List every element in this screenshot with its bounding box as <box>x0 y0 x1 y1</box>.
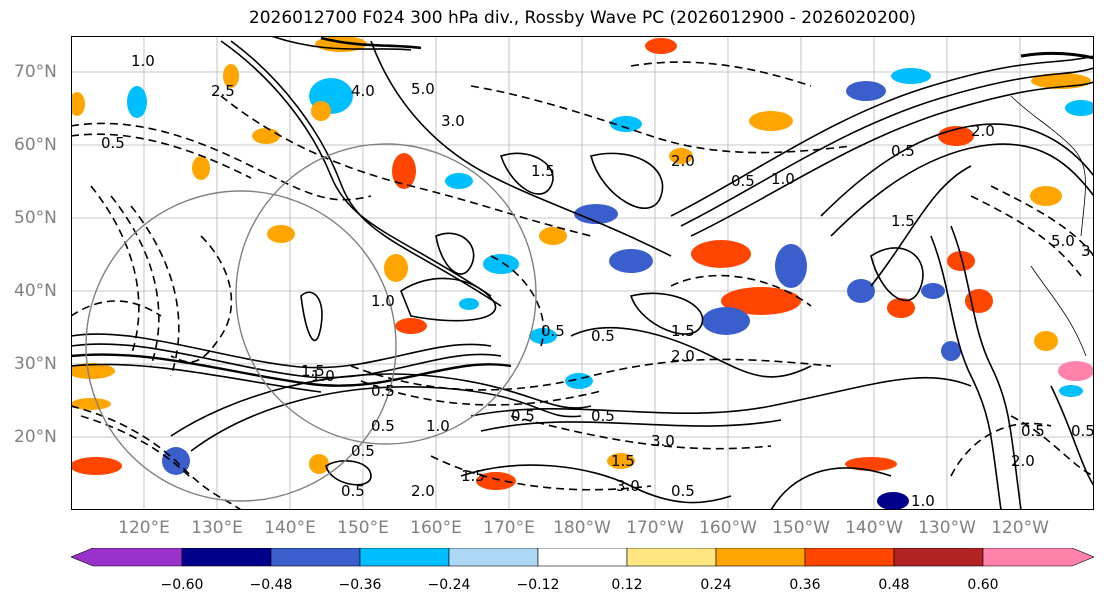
contour-label: 1.0 <box>131 52 155 70</box>
longitude-label: 150°E <box>337 518 389 538</box>
contour-label: 2.5 <box>211 82 235 100</box>
colorbar-tick-label: −0.24 <box>427 577 471 593</box>
contour-label: 3.0 <box>1081 242 1094 260</box>
coastline <box>1010 95 1087 357</box>
map-panel: 1.0 2.5 4.0 5.0 0.5 3.0 1.5 2.0 0.5 1.0 0.5 1.5 2.0 5… <box>71 36 1094 510</box>
colorbar-segment <box>982 548 1094 567</box>
contour-label: 0.5 <box>371 382 395 400</box>
contour-label: 5.0 <box>1051 232 1075 250</box>
colorbar-tick-label: 0.24 <box>700 577 732 593</box>
contour-label: 0.5 <box>351 442 375 460</box>
colorbar-segment <box>715 548 806 567</box>
colorbar-segment <box>893 548 984 567</box>
colorbar-segment <box>537 548 628 567</box>
latitude-label: 50°N <box>14 208 57 228</box>
contour-label: 3.0 <box>441 112 465 130</box>
contour-label: 1.0 <box>911 492 935 510</box>
latitude-label: 30°N <box>14 354 57 374</box>
map-border <box>71 36 1094 510</box>
contour-label: 2.0 <box>671 347 695 365</box>
colorbar-tick-label: 0.48 <box>878 577 910 593</box>
contour-label: 4.0 <box>351 82 375 100</box>
contour-label: 0.5 <box>341 482 365 500</box>
contour-label: 0.5 <box>511 407 535 425</box>
contour-label: 2.0 <box>411 482 435 500</box>
contour-label: 0.5 <box>541 322 565 340</box>
colorbar-segment <box>359 548 450 567</box>
colorbar-tick-label: −0.12 <box>516 577 560 593</box>
contour-labels: 1.0 2.5 4.0 5.0 0.5 3.0 1.5 2.0 0.5 1.0 0.5 1.5 2.0 5… <box>101 52 1094 510</box>
map-plot: 1.0 2.5 4.0 5.0 0.5 3.0 1.5 2.0 0.5 1.0 0.5 1.5 2.0 5… <box>71 36 1094 510</box>
contour-label: 1.5 <box>301 362 325 380</box>
colorbar-tick-label: −0.60 <box>160 577 204 593</box>
longitude-label: 120°E <box>118 518 170 538</box>
contour-label: 3.0 <box>651 432 675 450</box>
colorbar-segment <box>804 548 895 567</box>
longitude-label: 160°E <box>410 518 462 538</box>
contour-label: 5.0 <box>411 80 435 98</box>
longitude-label: 140°W <box>845 518 903 538</box>
contour-label: 0.5 <box>891 142 915 160</box>
contour-label: 1.0 <box>771 170 795 188</box>
colorbar-tick-label: 0.36 <box>789 577 821 593</box>
contour-lines <box>71 36 1094 510</box>
contour-label: 1.5 <box>891 212 915 230</box>
colorbar-segment <box>71 548 183 567</box>
graticule <box>71 36 1094 510</box>
contour-label: 1.0 <box>371 292 395 310</box>
contour-label: 0.5 <box>101 134 125 152</box>
latitude-label: 20°N <box>14 427 57 447</box>
colorbar-segment <box>626 548 717 567</box>
contour-label: 0.5 <box>371 417 395 435</box>
colorbar-tick-label: −0.48 <box>249 577 293 593</box>
longitude-label: 170°E <box>483 518 535 538</box>
longitude-label: 130°W <box>918 518 976 538</box>
contour-label: 0.5 <box>1021 422 1045 440</box>
highlight-circles <box>85 143 537 502</box>
contour-label: 0.5 <box>731 172 755 190</box>
colorbar-segment <box>448 548 539 567</box>
longitude-label: 130°E <box>191 518 243 538</box>
longitude-label: 120°W <box>991 518 1049 538</box>
colorbar-tick-label: −0.36 <box>338 577 382 593</box>
longitude-label: 160°W <box>699 518 757 538</box>
longitude-label: 180°W <box>553 518 611 538</box>
latitude-label: 70°N <box>14 62 57 82</box>
contour-label: 0.5 <box>591 327 615 345</box>
latitude-label: 40°N <box>14 281 57 301</box>
contour-label: 0.5 <box>591 407 615 425</box>
colorbar-segment <box>181 548 272 567</box>
divergence-shading <box>71 36 1094 510</box>
colorbar-segment <box>270 548 361 567</box>
contour-label: 1.0 <box>426 417 450 435</box>
contour-label: 0.5 <box>671 482 695 500</box>
contour-label: 2.0 <box>671 152 695 170</box>
contour-label: 1.5 <box>611 452 635 470</box>
map-title: 2026012700 F024 300 hPa div., Rossby Wav… <box>248 8 917 28</box>
contour-label: 3.0 <box>616 477 640 495</box>
longitude-label: 170°W <box>626 518 684 538</box>
colorbar-tick-label: 0.60 <box>967 577 999 593</box>
contour-label: 0.5 <box>1071 422 1094 440</box>
longitude-label: 150°W <box>772 518 830 538</box>
contour-label: 2.0 <box>1011 452 1035 470</box>
contour-label: 1.5 <box>461 467 485 485</box>
colorbar <box>71 548 1094 567</box>
longitude-label: 140°E <box>264 518 316 538</box>
contour-label: 1.5 <box>531 162 555 180</box>
contour-label: 2.0 <box>971 122 995 140</box>
contour-label: 1.0 <box>311 367 335 385</box>
colorbar-tick-label: 0.12 <box>611 577 643 593</box>
contour-label: 1.5 <box>671 322 695 340</box>
latitude-label: 60°N <box>14 135 57 155</box>
